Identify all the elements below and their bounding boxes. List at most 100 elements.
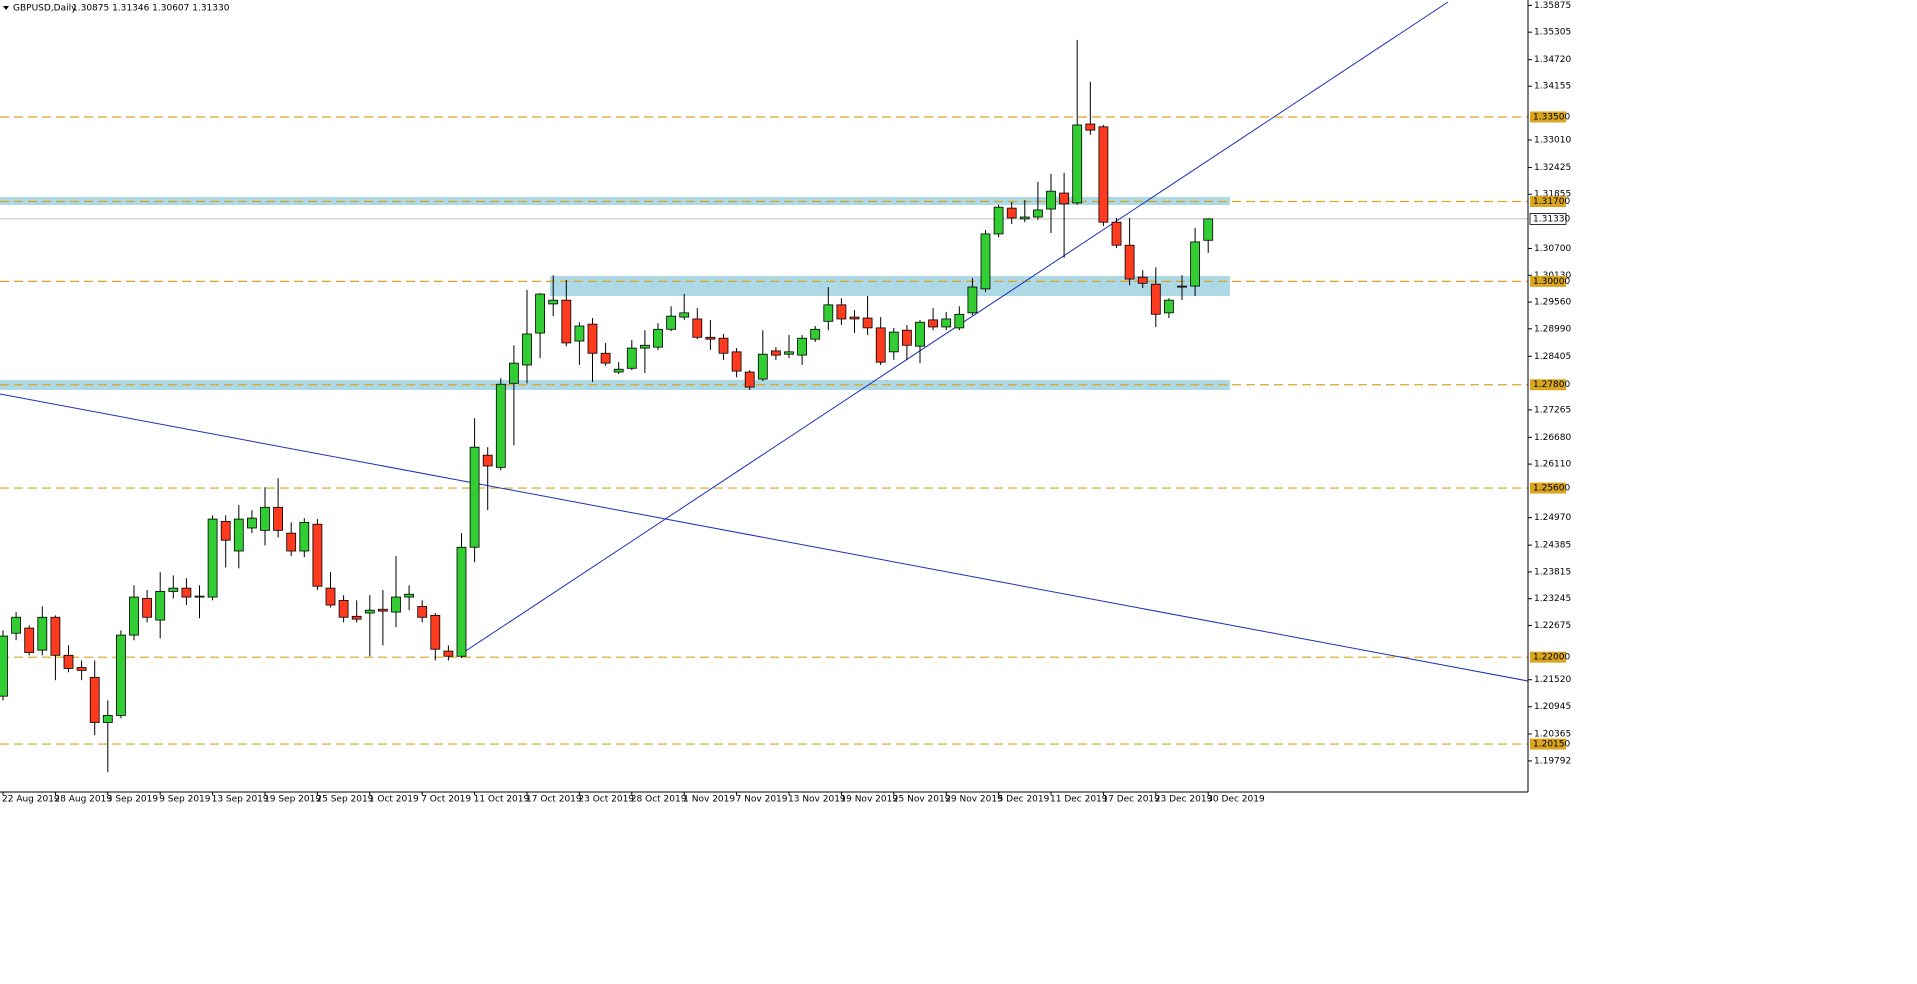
zone	[0, 197, 1230, 205]
candle-body	[325, 587, 336, 606]
candle-body	[1085, 123, 1096, 131]
candle-body	[862, 317, 873, 329]
candle-body	[443, 650, 454, 657]
candle-body	[0, 635, 8, 697]
y-tick-label: 1.33010	[1534, 135, 1571, 145]
candle-body	[63, 654, 74, 669]
candle-body	[1046, 190, 1056, 210]
candle-body	[508, 362, 519, 384]
candle-body	[1072, 124, 1083, 204]
candle-body	[364, 609, 375, 614]
candle-body	[391, 596, 401, 613]
candle-body	[338, 599, 349, 618]
candle-body	[207, 518, 218, 598]
candle-body	[902, 329, 912, 346]
candle-body	[810, 328, 821, 340]
y-tick-label: 1.34155	[1534, 82, 1571, 92]
x-tick-label: 7 Nov 2019	[736, 795, 788, 805]
price-tag	[1529, 213, 1567, 225]
y-tick-label: 1.24385	[1534, 541, 1571, 551]
candle-body	[168, 587, 179, 592]
x-tick-label: 13 Sep 2019	[212, 795, 269, 805]
y-tick-label: 1.19792	[1534, 756, 1571, 766]
y-tick-label: 1.28405	[1534, 352, 1571, 362]
x-tick-label: 13 Nov 2019	[788, 795, 846, 805]
candle-body	[155, 591, 166, 621]
candle-body	[102, 715, 113, 723]
candle-body	[1059, 192, 1069, 205]
x-tick-label: 5 Dec 2019	[998, 795, 1050, 805]
candle-body	[351, 615, 362, 620]
x-tick-label: 29 Nov 2019	[945, 795, 1003, 805]
candle-body	[731, 351, 742, 372]
y-tick-label: 1.23815	[1534, 567, 1571, 577]
candle-body	[928, 319, 938, 328]
level-tag	[1530, 275, 1566, 287]
y-tick-label: 1.26680	[1534, 433, 1571, 443]
x-tick-label: 9 Sep 2019	[159, 795, 211, 805]
trend-line	[457, 1, 1449, 657]
candle-body	[116, 634, 126, 716]
x-tick-label: 7 Oct 2019	[421, 795, 471, 805]
level-label: 1.30000	[1533, 277, 1570, 287]
candle-body	[24, 627, 35, 653]
candle-body	[653, 328, 663, 348]
candle-body	[129, 596, 139, 636]
candle-body	[142, 598, 153, 618]
x-tick-label: 11 Dec 2019	[1050, 795, 1108, 805]
y-tick-label: 1.30700	[1534, 244, 1571, 254]
level-label: 1.20150	[1533, 740, 1570, 750]
candle-body	[1124, 244, 1135, 280]
level-label: 1.27800	[1533, 380, 1570, 390]
x-tick-label: 30 Dec 2019	[1207, 795, 1265, 805]
level-tag	[1530, 111, 1566, 123]
candle-body	[823, 304, 834, 322]
candle-body	[299, 521, 310, 552]
candle-body	[220, 521, 231, 541]
y-tick-label: 1.30130	[1534, 271, 1571, 281]
candle-body	[1150, 283, 1161, 315]
candle-body	[286, 532, 297, 552]
level-label: 1.22000	[1533, 653, 1570, 663]
y-tick-label: 1.29560	[1534, 298, 1571, 308]
level-label: 1.33500	[1533, 112, 1570, 122]
candle-body	[273, 506, 284, 531]
candle-body	[875, 327, 886, 363]
candle-body	[993, 206, 1004, 235]
levels	[0, 116, 1528, 745]
level-tag	[1530, 651, 1566, 663]
candle-body	[784, 351, 794, 355]
y-tick-label: 1.35305	[1534, 28, 1571, 38]
candle-body	[941, 318, 952, 328]
candle-body	[482, 454, 493, 467]
y-tick-label: 1.23245	[1534, 594, 1571, 604]
candle-body	[836, 304, 847, 320]
candle-body	[797, 337, 807, 356]
candle-body	[417, 606, 428, 618]
candle-body	[312, 523, 323, 587]
candle-body	[915, 321, 925, 347]
candle-body	[1177, 285, 1187, 288]
y-tick-label: 1.27265	[1534, 405, 1571, 415]
level-tag	[1530, 738, 1566, 750]
candle-body	[1098, 126, 1109, 223]
x-tick-label: 28 Oct 2019	[631, 795, 687, 805]
candle-body	[246, 517, 257, 529]
x-tick-label: 23 Oct 2019	[578, 795, 634, 805]
x-tick-label: 11 Oct 2019	[474, 795, 530, 805]
candle-body	[954, 313, 965, 329]
candle-body	[1019, 216, 1030, 220]
candle-body	[640, 344, 650, 349]
candle-body	[37, 616, 48, 651]
x-tick-label: 19 Nov 2019	[840, 795, 898, 805]
price-label: 1.31330	[1533, 214, 1570, 224]
y-tick-label: 1.20365	[1534, 729, 1571, 739]
candle-body	[1006, 207, 1017, 219]
y-tick-label: 1.28990	[1534, 324, 1571, 334]
trend-line	[0, 393, 1529, 682]
candle-body	[404, 593, 415, 598]
x-tick-label: 1 Nov 2019	[683, 795, 735, 805]
candle-body	[377, 608, 388, 612]
